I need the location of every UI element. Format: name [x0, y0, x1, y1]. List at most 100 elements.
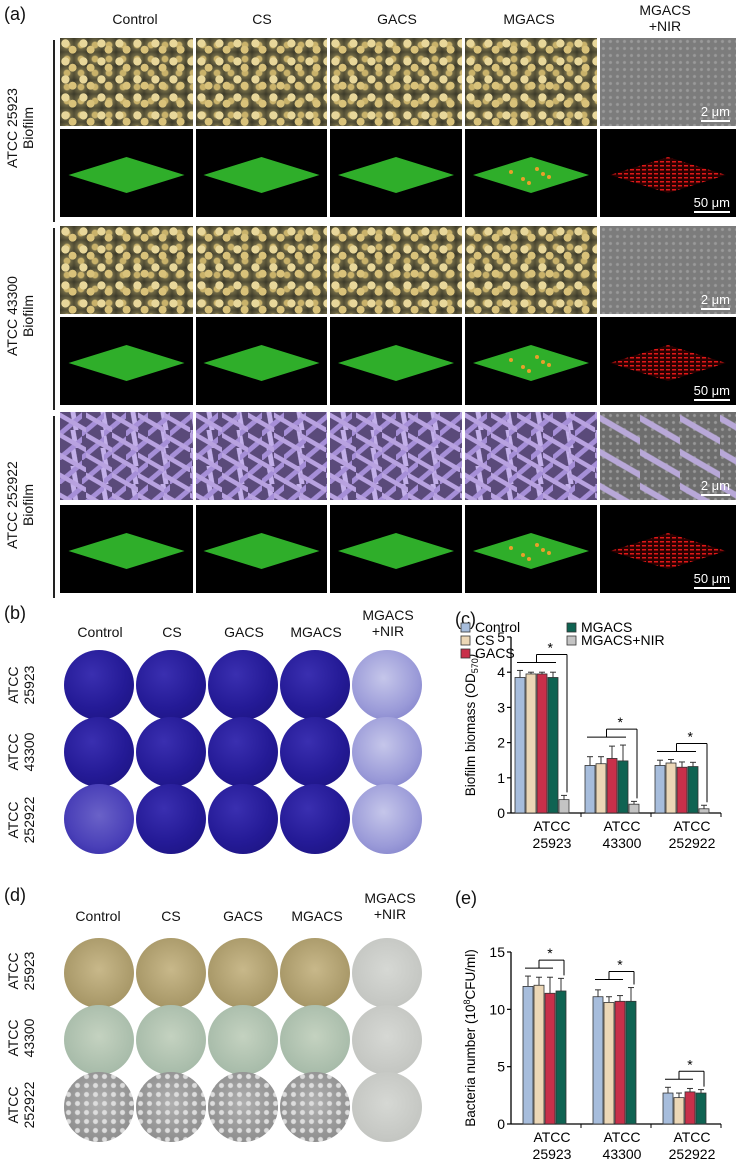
petri-dish	[136, 938, 206, 1008]
strain-row-label-line1: ATCC	[5, 952, 21, 990]
biofilm-3d-render	[610, 345, 726, 381]
bar	[595, 763, 607, 814]
bar	[544, 992, 556, 1125]
strain-row-label: ATCC 25923	[5, 936, 37, 1006]
significance-star: *	[618, 714, 624, 730]
scale-bar-line	[693, 211, 730, 213]
d-col-control: Control	[75, 908, 121, 924]
legend-label: MGACS	[581, 619, 632, 635]
legend-label: CS	[475, 632, 494, 648]
significance-star: *	[688, 728, 694, 744]
row-label-line2: Biofilm	[20, 107, 36, 150]
petri-dish	[280, 938, 350, 1008]
sem-image	[465, 226, 597, 314]
petri-dish	[280, 784, 350, 854]
legend-swatch	[460, 622, 471, 633]
petri-dish	[64, 1072, 134, 1142]
y-tick-label: 1	[497, 770, 505, 786]
biofilm-3d-render	[610, 157, 726, 193]
bar	[592, 996, 604, 1125]
legend-label: MGACS+NIR	[581, 632, 665, 648]
scale-bar: 50 μm	[693, 383, 730, 401]
bar	[625, 1000, 637, 1125]
petri-dish	[352, 938, 422, 1008]
petri-dish	[64, 784, 134, 854]
chart-e-bacteria-number: 0 5 10 15 Bacteria number (108CFU/ml) * ATCC 25…	[462, 944, 722, 1162]
strain-row-label: ATCC 43300	[5, 717, 37, 787]
row-label-25923: ATCC 25923 Biofilm	[4, 58, 36, 198]
legend-swatch	[566, 635, 577, 646]
petri-dish	[280, 717, 350, 787]
bar	[525, 673, 537, 814]
biofilm-3d-render	[203, 533, 320, 569]
row-label-line2: Biofilm	[20, 484, 36, 527]
strain-row-label: ATCC 25923	[5, 650, 37, 720]
b-col-mgacs: MGACS	[290, 624, 342, 640]
scale-bar-line	[700, 120, 730, 122]
bar	[698, 808, 710, 814]
petri-dish	[64, 938, 134, 1008]
col-header-control: Control	[112, 11, 158, 27]
biofilm-3d-render	[473, 533, 589, 569]
legend-swatch	[460, 648, 471, 659]
y-tick-label: 5	[497, 1059, 505, 1075]
bar	[584, 765, 596, 814]
b-col-cs: CS	[162, 624, 182, 640]
petri-dish	[136, 1005, 206, 1075]
strain-row-label-line1: ATCC	[5, 801, 21, 839]
strain-row-label-line1: ATCC	[5, 733, 21, 771]
biofilm-3d-render	[338, 533, 454, 569]
sem-image	[330, 226, 462, 314]
confocal-image	[196, 505, 327, 593]
scale-bar-label: 50 μm	[693, 571, 730, 586]
strain-row-label-line2: 25923	[21, 665, 37, 705]
y-tick-label: 5	[497, 629, 505, 645]
confocal-image	[60, 505, 193, 593]
sem-image	[196, 226, 327, 314]
sem-image	[196, 38, 327, 126]
scale-bar: 2 μm	[700, 292, 730, 310]
row-divider-line	[53, 228, 55, 410]
bar	[547, 677, 559, 814]
confocal-image	[60, 129, 193, 217]
d-col-nir-line1: MGACS	[364, 890, 416, 906]
strain-row-label: ATCC 43300	[5, 1003, 37, 1073]
significance-star: *	[548, 639, 554, 655]
confocal-image	[196, 317, 327, 405]
confocal-image	[465, 317, 597, 405]
bar	[628, 803, 640, 814]
col-header-mgacs: MGACS	[503, 11, 555, 27]
panel-label-d: (d)	[4, 885, 26, 905]
legend-swatch	[566, 622, 577, 633]
biofilm-3d-render	[68, 157, 185, 193]
bar	[558, 799, 570, 814]
confocal-image	[330, 129, 462, 217]
significance-star: *	[547, 945, 553, 961]
petri-dish	[352, 1005, 422, 1075]
confocal-image	[60, 317, 193, 405]
petri-dish	[64, 717, 134, 787]
bar	[673, 1097, 685, 1125]
y-tick-label: 15	[489, 944, 505, 960]
x-category-label: ATCC 25923	[533, 818, 572, 851]
bar	[687, 766, 699, 814]
bar	[522, 986, 534, 1125]
x-category-label: ATCC 43300	[603, 818, 642, 851]
sem-image	[60, 412, 193, 500]
petri-dish	[280, 1005, 350, 1075]
bar	[662, 1092, 674, 1125]
y-tick-label: 10	[489, 1001, 505, 1017]
petri-dish	[136, 650, 206, 720]
confocal-image: 50 μm	[600, 505, 736, 593]
x-category-label: ATCC 43300	[603, 1129, 642, 1162]
confocal-image	[196, 129, 327, 217]
row-label-252922: ATCC 252922 Biofilm	[4, 435, 36, 575]
strain-row-label: ATCC 252922	[5, 785, 37, 855]
bar	[536, 673, 548, 814]
sem-image	[465, 412, 597, 500]
sem-image	[330, 412, 462, 500]
biofilm-3d-render	[203, 345, 320, 381]
row-label-43300: ATCC 43300 Biofilm	[4, 246, 36, 386]
x-category-label: ATCC 252922	[669, 1129, 716, 1162]
petri-dish	[64, 1005, 134, 1075]
